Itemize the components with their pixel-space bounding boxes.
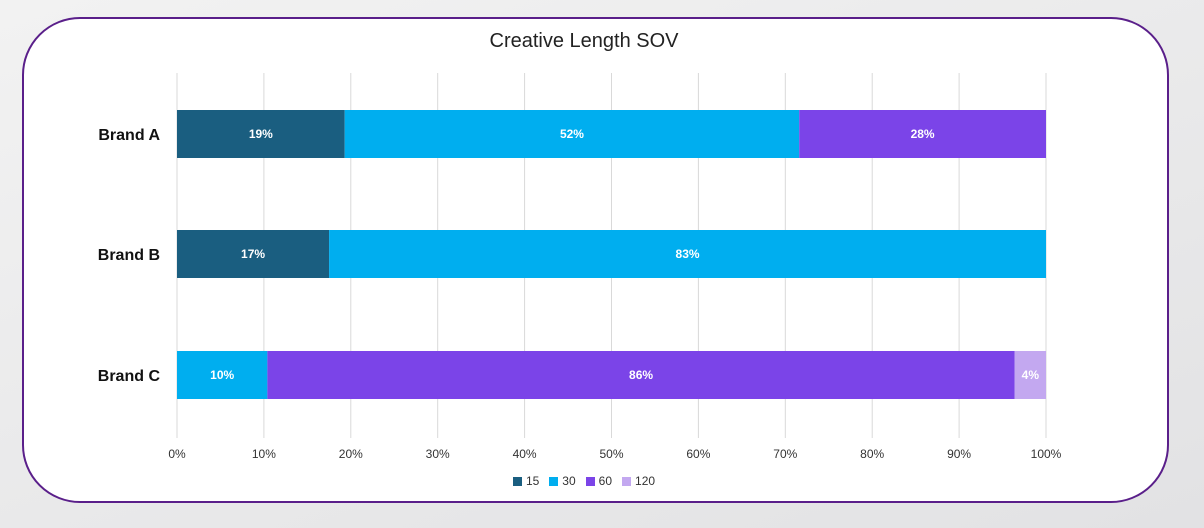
legend-swatch xyxy=(622,476,632,486)
x-tick-label: 40% xyxy=(513,447,537,461)
bar-segment xyxy=(177,110,345,158)
legend-label: 15 xyxy=(525,474,540,488)
x-tick-label: 100% xyxy=(1031,447,1062,461)
legend-item: 120 xyxy=(622,474,655,488)
legend-label: 30 xyxy=(562,474,576,488)
x-tick-label: 0% xyxy=(168,447,186,461)
category-label: Brand C xyxy=(98,368,161,385)
data-label: 19% xyxy=(249,127,273,141)
legend-item: 15 xyxy=(512,474,540,488)
x-tick-label: 60% xyxy=(686,447,710,461)
data-label: 52% xyxy=(560,127,584,141)
legend-swatch xyxy=(585,476,595,486)
data-label: 83% xyxy=(676,247,700,261)
chart-title: Creative Length SOV xyxy=(489,30,679,52)
legend-label: 120 xyxy=(635,474,656,488)
legend-item: 30 xyxy=(549,474,576,488)
data-label: 28% xyxy=(911,127,935,141)
x-tick-label: 90% xyxy=(947,447,971,461)
x-tick-label: 20% xyxy=(339,447,363,461)
legend-label: 60 xyxy=(598,474,613,488)
chart-legend: 15 30 60 120 xyxy=(0,474,1168,488)
data-label: 17% xyxy=(241,247,265,261)
data-label: 86% xyxy=(629,368,653,382)
bar-segment xyxy=(329,230,1046,278)
category-label: Brand A xyxy=(98,127,160,144)
data-label: 10% xyxy=(210,368,234,382)
bar-segment xyxy=(344,110,800,158)
legend-swatch xyxy=(512,476,522,486)
x-tick-label: 50% xyxy=(599,447,623,461)
bar-segment xyxy=(1014,351,1046,399)
bar-segment xyxy=(799,110,1046,158)
x-tick-label: 30% xyxy=(426,447,450,461)
category-label: Brand B xyxy=(98,247,160,264)
bar-segment xyxy=(177,230,330,278)
x-tick-label: 70% xyxy=(773,447,797,461)
bar-segment xyxy=(267,351,1015,399)
bar-segment xyxy=(177,351,268,399)
data-label: 4% xyxy=(1022,368,1040,382)
legend-swatch xyxy=(549,476,559,486)
legend-item: 60 xyxy=(585,474,613,488)
x-tick-label: 80% xyxy=(860,447,884,461)
x-tick-label: 10% xyxy=(252,447,276,461)
